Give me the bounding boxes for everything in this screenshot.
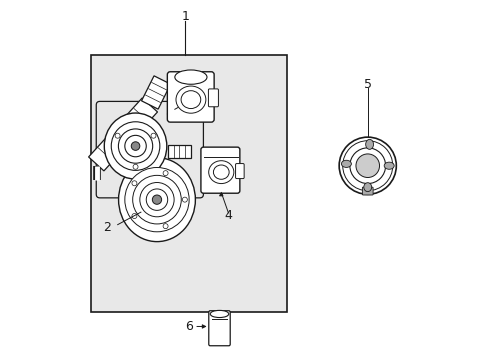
Circle shape (111, 122, 160, 170)
FancyBboxPatch shape (201, 147, 240, 193)
Circle shape (342, 141, 392, 191)
Circle shape (140, 183, 174, 217)
Circle shape (133, 164, 138, 169)
Text: 6: 6 (185, 320, 193, 333)
Ellipse shape (118, 158, 195, 242)
Circle shape (131, 142, 140, 150)
Ellipse shape (210, 310, 228, 318)
FancyBboxPatch shape (208, 311, 230, 346)
Text: 1: 1 (181, 10, 189, 23)
Ellipse shape (175, 70, 206, 84)
FancyBboxPatch shape (362, 187, 372, 195)
Circle shape (339, 137, 395, 194)
Circle shape (163, 224, 168, 229)
Circle shape (152, 195, 162, 204)
Text: 2: 2 (103, 221, 111, 234)
Circle shape (124, 135, 146, 157)
Ellipse shape (384, 162, 393, 169)
Text: 3: 3 (164, 105, 172, 118)
Text: 4: 4 (224, 209, 232, 222)
Ellipse shape (363, 183, 371, 192)
FancyBboxPatch shape (208, 89, 218, 107)
Circle shape (355, 154, 379, 177)
Ellipse shape (365, 139, 373, 149)
FancyBboxPatch shape (235, 163, 244, 179)
Circle shape (349, 148, 385, 184)
Polygon shape (167, 145, 190, 158)
Ellipse shape (181, 91, 201, 109)
Ellipse shape (208, 161, 233, 184)
Circle shape (151, 133, 156, 138)
Circle shape (132, 181, 137, 186)
Ellipse shape (341, 160, 351, 167)
Circle shape (115, 133, 120, 138)
Circle shape (163, 171, 168, 176)
Polygon shape (141, 76, 170, 109)
Ellipse shape (213, 165, 229, 179)
Text: 5: 5 (363, 78, 371, 91)
Circle shape (132, 175, 181, 224)
Circle shape (124, 167, 189, 232)
FancyBboxPatch shape (167, 72, 214, 122)
Ellipse shape (176, 86, 205, 113)
Circle shape (182, 197, 187, 202)
Ellipse shape (104, 113, 166, 179)
Circle shape (132, 213, 137, 219)
Circle shape (146, 189, 167, 210)
Bar (91, 55, 287, 312)
Polygon shape (88, 98, 157, 171)
Circle shape (118, 129, 152, 163)
